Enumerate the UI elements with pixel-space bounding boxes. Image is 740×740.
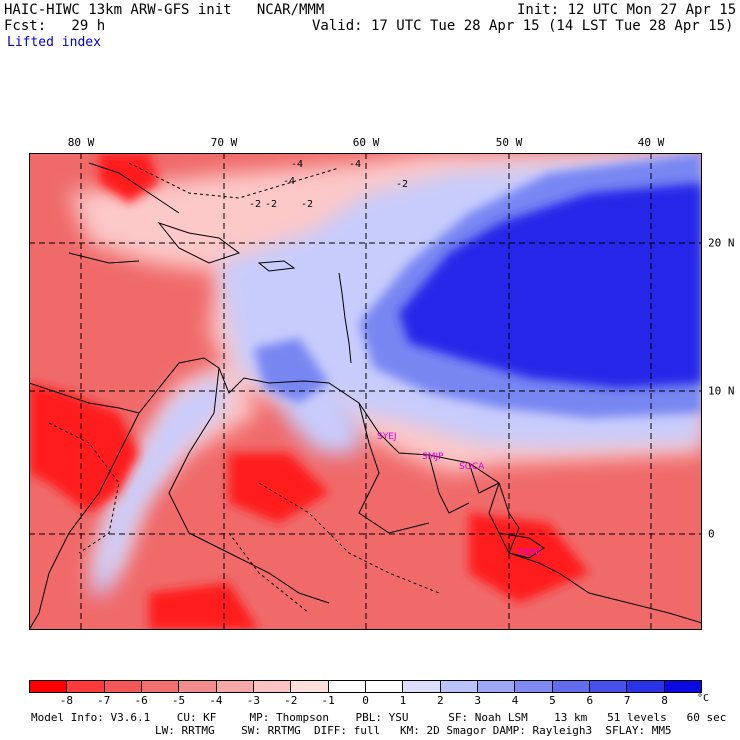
legend-swatch [67,681,105,692]
contour-label: -2 [265,199,277,210]
legend-unit: °C [697,693,710,704]
contour-lines [48,162,440,614]
legend-swatch [104,681,142,692]
legend-tick: 8 [661,694,668,707]
legend-tick: -1 [321,694,335,707]
forecast-hour: Fcst: 29 h [4,18,106,34]
station-sbbe[interactable]: SBBE [517,548,541,558]
map-border [29,153,702,630]
legend-tick: -2 [284,694,298,707]
valid-time: Valid: 17 UTC Tue 28 Apr 15 (14 LST Tue … [312,18,734,34]
legend-tick: -3 [246,694,260,707]
station-syej[interactable]: SYEJ [377,432,397,442]
init-time: Init: 12 UTC Mon 27 Apr 15 [517,2,737,18]
legend-swatch [440,681,478,692]
legend-swatch [664,681,701,692]
legend-swatch [253,681,292,692]
color-legend [29,680,702,693]
station-smjp[interactable]: SMJP [422,452,444,462]
lon-label-60w: 60 W [352,136,380,149]
lifted-index-map: -4 -4 -2 -2 -4 -2 -2 SYEJ SMJP SOCA SBBE [29,153,702,630]
legend-swatch [403,681,441,692]
lat-lon-grid [29,153,702,630]
legend-tick: 7 [623,694,631,707]
lat-label-equator: 0 [708,527,715,541]
legend-tick: 5 [549,694,556,707]
model-info-line1: Model Info: V3.6.1 CU: KF MP: Thompson P… [31,711,727,724]
station-soca[interactable]: SOCA [459,462,485,472]
legend-tick: -7 [97,694,111,707]
legend-swatch [141,681,180,692]
legend-swatch [179,681,217,692]
contour-label-group: -4 -4 -2 -2 -4 -2 -2 [249,159,408,210]
coastlines [29,162,702,630]
legend-tick: 3 [474,694,481,707]
strong-positive-field [399,183,702,388]
legend-swatch [552,681,590,692]
legend-tick: 2 [436,694,444,707]
legend-swatch [328,681,366,692]
map-canvas: -4 -4 -2 -2 -4 -2 -2 SYEJ SMJP SOCA SBBE [29,153,702,630]
lon-label-80w: 80 W [67,136,95,149]
legend-swatch [291,681,329,692]
legend-swatch [515,681,553,692]
legend-swatch [477,681,516,692]
legend-swatch [30,681,68,692]
model-title: HAIC-HIWC 13km ARW-GFS init NCAR/MMM [4,2,325,18]
station-group: SYEJ SMJP SOCA SBBE [377,432,541,558]
contour-label: -2 [249,199,261,210]
lat-label-10n: 10 N [708,384,735,398]
contour-label: -4 [291,159,303,170]
legend-tick: -8 [59,694,73,707]
legend-tick: 4 [511,694,519,707]
legend-tick: 1 [399,694,407,707]
contour-label: -4 [349,159,361,170]
lat-label-20n: 20 N [708,236,735,250]
lon-label-40w: 40 W [637,136,665,149]
legend-tick: -6 [134,694,148,707]
legend-swatch [216,681,254,692]
legend-swatch [589,681,628,692]
lon-label-50w: 50 W [495,136,523,149]
legend-swatch [365,681,404,692]
legend-swatch [627,681,665,692]
contour-label: -2 [396,179,408,190]
legend-tick: 6 [586,694,594,707]
contour-label: -2 [301,199,313,210]
contour-label: -4 [283,176,295,187]
lon-label-70w: 70 W [210,136,238,149]
field-name: Lifted index [7,35,101,50]
legend-tick: -4 [209,694,223,707]
model-info-line2: LW: RRTMG SW: RRTMG DIFF: full KM: 2D Sm… [155,724,672,737]
legend-tick: 0 [362,694,369,707]
legend-tick: -5 [171,694,186,707]
